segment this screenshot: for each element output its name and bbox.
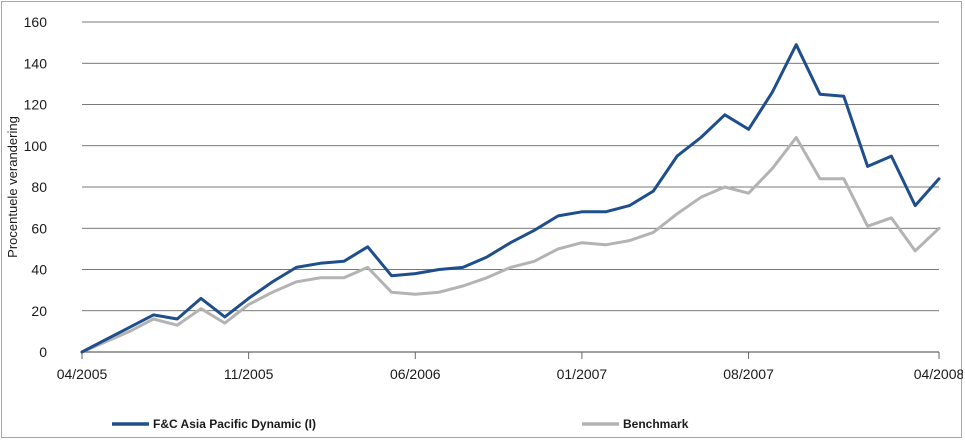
y-axis-label: Procentuele verandering bbox=[5, 116, 20, 258]
x-tick-label: 11/2005 bbox=[224, 366, 274, 382]
x-axis-ticks: 04/2005 11/2005 06/2006 01/2007 08/2007 04/20… bbox=[57, 352, 963, 382]
y-tick-label: 80 bbox=[31, 179, 47, 195]
y-tick-label: 40 bbox=[31, 262, 47, 278]
series-line-1 bbox=[80, 136, 941, 354]
legend: F&C Asia Pacific Dynamic (I) Benchmark bbox=[112, 417, 689, 431]
y-tick-label: 100 bbox=[24, 138, 48, 154]
x-tick-label: 04/2008 bbox=[914, 366, 963, 382]
y-tick-label: 140 bbox=[24, 55, 48, 71]
y-tick-label: 160 bbox=[24, 14, 48, 30]
x-tick-label: 01/2007 bbox=[557, 366, 608, 382]
x-tick-label: 04/2005 bbox=[57, 366, 108, 382]
x-tick-label: 06/2006 bbox=[390, 366, 441, 382]
y-tick-label: 120 bbox=[24, 97, 48, 113]
legend-label: F&C Asia Pacific Dynamic (I) bbox=[153, 417, 316, 431]
y-tick-label: 0 bbox=[39, 344, 47, 360]
y-tick-label: 20 bbox=[31, 303, 47, 319]
data-series bbox=[80, 43, 941, 354]
y-tick-label: 60 bbox=[31, 220, 47, 236]
y-axis-ticks: 0 20 40 60 80 100 120 140 160 bbox=[24, 14, 48, 360]
grid-lines bbox=[82, 21, 939, 353]
x-tick-label: 08/2007 bbox=[723, 366, 774, 382]
legend-label: Benchmark bbox=[623, 417, 689, 431]
series-line-0 bbox=[80, 43, 941, 354]
